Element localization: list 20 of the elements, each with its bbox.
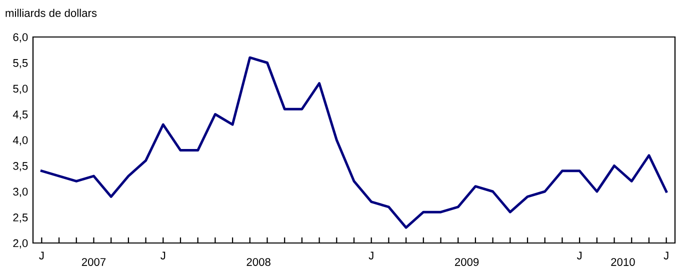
text: 2009 (454, 258, 479, 266)
y-tick-label: 2,5 (13, 214, 28, 223)
text: 2010 (611, 258, 635, 266)
x-tick-label: J (160, 252, 166, 260)
x-tick-label: J (664, 252, 668, 260)
x-tick-label: J (576, 252, 582, 260)
y-axis-title: milliards de dollars (6, 8, 97, 17)
y-tick-label: 5,5 (13, 59, 28, 68)
y-tick-label: 3,0 (13, 188, 28, 197)
y-tick-label: 6,0 (13, 33, 28, 42)
x-tick-label: J (39, 252, 44, 260)
text: 2007 (82, 258, 106, 266)
y-tick-label: 3,5 (13, 162, 28, 172)
y-tick-label: 5,0 (13, 84, 28, 94)
x-tick-label: J (368, 252, 374, 260)
line-series (40, 56, 668, 229)
y-tick-label: 2,0 (13, 239, 28, 248)
y-tick-label: 4,0 (12, 136, 28, 146)
y-tick-label: 4,5 (12, 110, 28, 120)
text: 2008 (246, 258, 270, 266)
